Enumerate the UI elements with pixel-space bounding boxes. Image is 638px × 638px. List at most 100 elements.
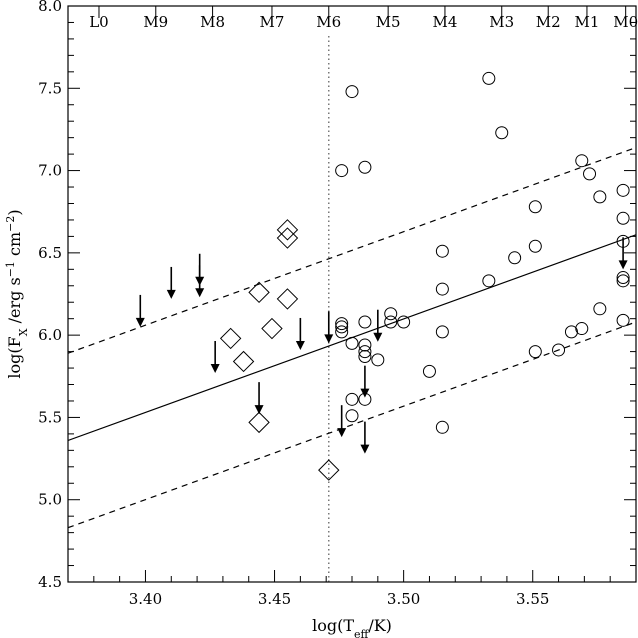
spectral-type-label: M8 [200,13,225,31]
upper-limit-arrow-head [210,363,220,373]
spectral-type-label: M6 [316,13,341,31]
circle-point [616,183,630,197]
upper-limit-arrow-head [618,260,628,270]
upper-limit-arrow-head [166,289,176,299]
circle-point [528,239,542,253]
circle-point [435,420,449,434]
diamond-point [248,411,270,434]
circle-point [508,251,522,265]
upper-limit-arrow-head [135,317,145,327]
circle-point [575,322,589,336]
spectral-type-label: M0 [613,13,638,31]
spectral-type-label: M3 [489,13,514,31]
diamond-point [318,459,340,481]
upper-limit-arrow-head [360,388,370,398]
circle-point [345,392,359,406]
y-tick-label: 6.5 [38,244,62,262]
y-tick-label: 8.0 [38,0,62,15]
circle-point [345,85,359,99]
upper-limit-arrow [360,365,370,398]
circle-point [575,154,589,168]
circle-point [384,307,398,321]
upper-limit-arrow [210,340,220,373]
circle-point [335,320,349,334]
circle-point [616,313,630,327]
circle-point [593,302,607,316]
x-tick-label: 3.50 [387,590,420,608]
circle-point [358,160,372,174]
upper-limit-arrow [135,294,145,327]
y-tick-label: 4.5 [38,573,62,591]
upper-limit-arrow [360,421,370,454]
upper-limit-arrow [254,382,264,415]
x-tick-label: 3.45 [258,590,291,608]
circle-point [528,345,542,359]
upper-limit-arrow [618,237,628,270]
upper-limit-arrow-head [254,405,264,415]
spectral-type-label: M4 [432,13,457,31]
y-axis-label: log(FX /erg s−1 cm−2) [4,209,30,378]
spectral-type-label: M9 [143,13,168,31]
circle-point [422,364,436,378]
upper-limit-arrow-head [360,444,370,454]
plot-clipped-group [68,36,636,582]
circle-point [495,126,509,140]
circle-point [397,315,411,329]
circle-point [482,274,496,288]
diamond-point [219,327,242,350]
circle-point [583,167,597,181]
diamond-point [276,288,299,310]
upper-limit-arrow-head [324,334,334,344]
circle-point [552,343,566,357]
upper-dispersion-line [68,146,636,354]
spectral-type-label: M2 [536,13,561,31]
upper-limit-arrow [166,266,176,299]
upper-limit-arrow [373,309,383,342]
upper-limit-arrow-head [373,332,383,342]
lower-dispersion-line [68,321,636,529]
circle-point [435,282,449,296]
x-tick-label: 3.40 [129,590,162,608]
axis-ticks: 3.40 3.45 3.50 3.55 4.5 5.0 5.5 6.0 6.5 7.0 7.5 8.0… [38,0,638,608]
upper-limit-arrow-head [195,288,205,298]
x-tick-label: 3.55 [516,590,549,608]
circle-point [358,350,372,364]
upper-limit-arrow [295,317,305,350]
circle-point [616,211,630,225]
circle-point [564,325,578,339]
diamond-point [232,350,255,373]
upper-limit-arrow-head [337,428,347,438]
spectral-type-label: M1 [574,13,599,31]
circle-point [616,271,630,285]
circle-point [345,409,359,423]
upper-limit-arrow [324,311,334,344]
circle-point [435,325,449,339]
circle-point [616,274,630,288]
circle-point [345,336,359,350]
spectral-type-label: M7 [260,13,285,31]
upper-limit-arrow [337,405,347,438]
y-tick-label: 5.5 [38,408,62,426]
circle-point [335,325,349,339]
plot-content [68,36,636,582]
y-tick-label: 6.0 [38,326,62,344]
upper-limit-arrow-head [295,340,305,350]
upper-limit-arrow [195,265,205,298]
circle-point [358,315,372,329]
spectral-type-label: M5 [376,13,401,31]
spectral-type-label: L0 [89,13,109,31]
y-tick-label: 7.5 [38,79,62,97]
circle-point [335,164,349,178]
diamond-point [276,219,299,241]
circle-point [335,317,349,331]
circle-point [593,190,607,204]
diamond-point [276,227,299,249]
circle-point [528,200,542,214]
circle-point [358,345,372,359]
circle-point [384,315,398,329]
diamond-point [248,281,270,304]
x-axis-label: log(Teff/K) [312,616,392,638]
circle-point [435,244,449,258]
